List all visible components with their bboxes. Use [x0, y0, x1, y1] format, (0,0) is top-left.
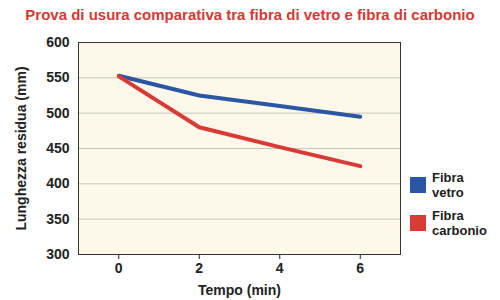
svg-text:Tempo (min): Tempo (min) — [198, 282, 281, 298]
svg-text:2: 2 — [195, 260, 203, 276]
svg-text:6: 6 — [356, 260, 364, 276]
svg-text:0: 0 — [115, 260, 123, 276]
html-text:Fibra carbonio: Fibra carbonio — [432, 208, 487, 238]
svg-text:550: 550 — [46, 69, 70, 85]
svg-text:Lunghezza residua (mm): Lunghezza residua (mm) — [13, 66, 29, 230]
html-text:Prova di usura comparativa tra: Prova di usura comparativa tra fibra di … — [25, 6, 475, 23]
html-text:Fibra vetro: Fibra vetro — [432, 170, 464, 200]
svg-text:600: 600 — [46, 34, 70, 50]
svg-text:400: 400 — [46, 175, 70, 191]
svg-text:450: 450 — [46, 140, 70, 156]
svg-text:300: 300 — [46, 246, 70, 262]
svg-text:500: 500 — [46, 105, 70, 121]
svg-text:350: 350 — [46, 211, 70, 227]
svg-text:4: 4 — [276, 260, 284, 276]
